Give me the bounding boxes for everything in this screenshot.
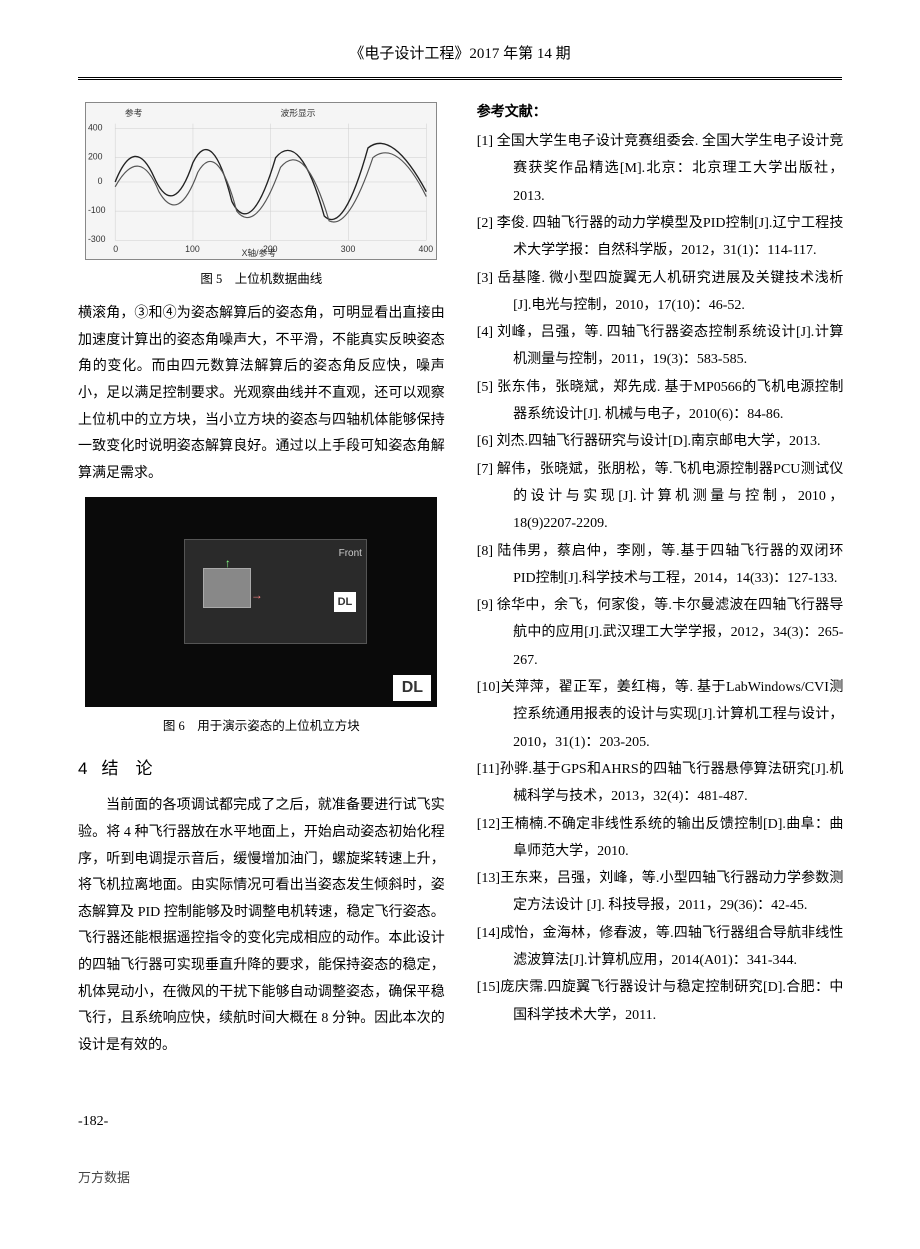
reference-item: [8] 陆伟男，蔡启仲，李刚，等.基于四轴飞行器的双闭环PID控制[J].科学技… <box>477 538 844 593</box>
svg-text:400: 400 <box>419 243 434 253</box>
svg-text:0: 0 <box>114 243 119 253</box>
reference-item: [1] 全国大学生电子设计竞赛组委会. 全国大学生电子设计竞赛获奖作品精选[M]… <box>477 128 844 210</box>
dl-logo: DL <box>393 675 431 701</box>
content-columns: 参考 波形显示 <box>78 98 842 1060</box>
section-4-title: 4 结 论 <box>78 753 445 785</box>
svg-text:-100: -100 <box>88 205 106 215</box>
reference-item: [2] 李俊. 四轴飞行器的动力学模型及PID控制[J].辽宁工程技术大学学报：… <box>477 210 844 265</box>
reference-item: [6] 刘杰.四轴飞行器研究与设计[D].南京邮电大学，2013. <box>477 428 844 455</box>
reference-item: [15]庞庆霈.四旋翼飞行器设计与稳定控制研究[D].合肥：中国科学技术大学，2… <box>477 974 844 1029</box>
reference-item: [7] 解伟，张晓斌，张朋松，等.飞机电源控制器PCU测试仪的设计与实现[J].… <box>477 456 844 538</box>
figure-5-caption: 图 5 上位机数据曲线 <box>78 268 445 292</box>
figure-6: Front ↑ → DL DL 图 6 用于演示姿态的上位机立方块 <box>78 497 445 739</box>
footer-source: 万方数据 <box>78 1166 842 1191</box>
page-number: -182- <box>78 1109 842 1136</box>
section-heading: 结 论 <box>101 759 152 778</box>
left-column: 参考 波形显示 <box>78 98 445 1060</box>
reference-item: [4] 刘峰，吕强，等. 四轴飞行器姿态控制系统设计[J].计算机测量与控制，2… <box>477 319 844 374</box>
reference-item: [12]王楠楠.不确定非线性系统的输出反馈控制[D].曲阜：曲阜师范大学，201… <box>477 811 844 866</box>
reference-item: [10]关萍萍，翟正军，姜红梅，等. 基于LabWindows/CVI测控系统通… <box>477 674 844 756</box>
figure-6-caption: 图 6 用于演示姿态的上位机立方块 <box>78 715 445 739</box>
svg-text:参考: 参考 <box>125 106 143 117</box>
svg-text:200: 200 <box>88 151 103 161</box>
cube-panel: Front ↑ → DL <box>184 539 367 644</box>
reference-item: [5] 张东伟，张晓斌，郑先成. 基于MP0566的飞机电源控制器系统设计[J]… <box>477 374 844 429</box>
section-number: 4 <box>78 759 87 778</box>
arrow-right-icon: → <box>251 584 263 607</box>
svg-text:-300: -300 <box>88 234 106 244</box>
reference-item: [13]王东来，吕强，刘峰，等.小型四轴飞行器动力学参数测定方法设计 [J]. … <box>477 865 844 920</box>
svg-text:0: 0 <box>98 175 103 185</box>
right-column: 参考文献： [1] 全国大学生电子设计竞赛组委会. 全国大学生电子设计竞赛获奖作… <box>477 98 844 1060</box>
page-header: 《电子设计工程》2017 年第 14 期 <box>78 40 842 80</box>
reference-item: [3] 岳基隆. 微小型四旋翼无人机研究进展及关键技术浅析[J].电光与控制，2… <box>477 265 844 320</box>
svg-text:波形显示: 波形显示 <box>281 106 316 117</box>
svg-text:100: 100 <box>186 243 201 253</box>
figure-5: 参考 波形显示 <box>78 102 445 292</box>
line-chart-icon: 参考 波形显示 <box>86 103 436 259</box>
reference-item: [9] 徐华中，余飞，何家俊，等.卡尔曼滤波在四轴飞行器导航中的应用[J].武汉… <box>477 592 844 674</box>
paragraph-2: 当前面的各项调试都完成了之后，就准备要进行试飞实验。将 4 种飞行器放在水平地面… <box>78 793 445 1059</box>
figure-6-screenshot: Front ↑ → DL DL <box>85 497 437 707</box>
svg-text:X轴/参考: X轴/参考 <box>242 246 277 257</box>
arrow-up-icon: ↑ <box>225 552 231 575</box>
reference-item: [14]成怡，金海林，修春波，等.四轴飞行器组合导航非线性滤波算法[J].计算机… <box>477 920 844 975</box>
reference-item: [11]孙骅.基于GPS和AHRS的四轴飞行器悬停算法研究[J].机械科学与技术… <box>477 756 844 811</box>
svg-text:300: 300 <box>341 243 356 253</box>
paragraph-1: 横滚角，③和④为姿态解算后的姿态角，可明显看出直接由加速度计算出的姿态角噪声大，… <box>78 301 445 487</box>
svg-text:400: 400 <box>88 122 103 132</box>
corner-logo: DL <box>334 592 356 612</box>
figure-5-graph: 参考 波形显示 <box>85 102 437 260</box>
references-title: 参考文献： <box>477 98 844 125</box>
front-label: Front <box>339 544 362 563</box>
